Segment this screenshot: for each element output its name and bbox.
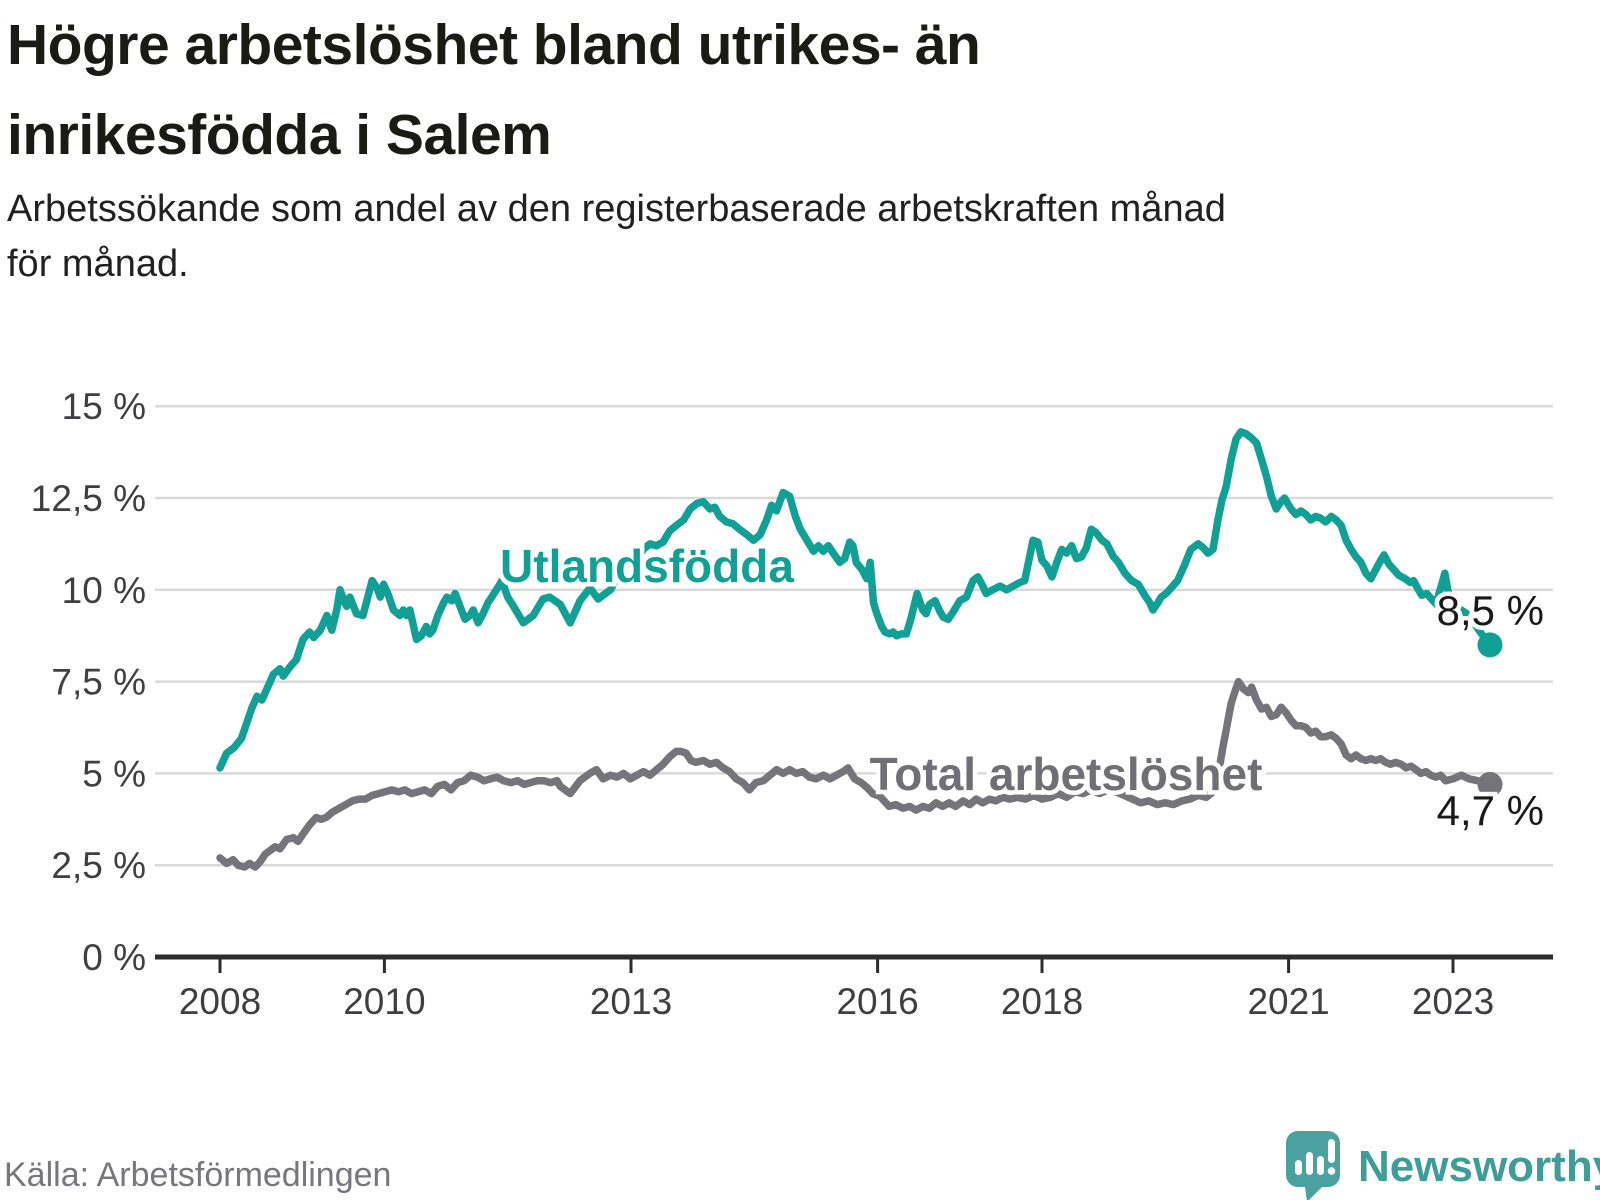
- x-tick-label: 2016: [836, 981, 918, 1022]
- x-tick-label: 2023: [1412, 981, 1494, 1022]
- page-title: Högre arbetslöshet bland utrikes- än inr…: [7, 13, 981, 167]
- x-tick-label: 2013: [590, 981, 672, 1022]
- y-tick-label: 10 %: [62, 570, 146, 611]
- x-tick-label: 2008: [179, 981, 261, 1022]
- newsworthy-wordmark: Newsworthy: [1358, 1142, 1600, 1191]
- axis-text-layer: 0 % 2,5 % 5 % 7,5 % 10 % 12,5 % 15 % 2008 2010 20…: [31, 386, 1494, 1022]
- grid-layer: [155, 404, 1553, 973]
- y-tick-label: 7,5 %: [51, 662, 146, 703]
- page-subtitle: Arbetssökande som andel av den registerb…: [7, 188, 1226, 285]
- series-label-foreign-born: Utlandsfödda: [500, 540, 794, 592]
- y-tick-label: 5 %: [82, 753, 146, 794]
- logo-bar-1: [1295, 1160, 1302, 1175]
- end-dot-foreign-born: [1477, 632, 1503, 658]
- end-value-label-foreign-born: 8,5 %: [1437, 587, 1544, 634]
- x-tick-label: 2018: [1001, 981, 1083, 1022]
- y-tick-label: 2,5 %: [51, 845, 146, 886]
- series-layer: [216, 428, 1503, 871]
- end-value-label-total: 4,7 %: [1437, 787, 1544, 834]
- newsworthy-logo: Newsworthy: [1286, 1131, 1600, 1200]
- y-tick-label: 0 %: [82, 937, 146, 978]
- x-tick-label: 2010: [343, 981, 425, 1022]
- logo-bar-2: [1306, 1152, 1313, 1175]
- series-line-total: [216, 677, 1494, 871]
- source-note: Källa: Arbetsförmedlingen: [4, 1156, 391, 1194]
- y-tick-label: 15 %: [62, 386, 146, 427]
- logo-bar-3: [1317, 1156, 1324, 1175]
- series-line-foreign-born: [216, 428, 1494, 772]
- logo-exclamation-bar: [1328, 1139, 1335, 1163]
- end-dot-total: [1477, 771, 1503, 797]
- y-tick-label: 12,5 %: [31, 478, 146, 519]
- logo-exclamation-dot: [1327, 1167, 1336, 1175]
- series-label-total: Total arbetslöshet: [870, 748, 1263, 800]
- newsworthy-logo-icon: [1286, 1131, 1340, 1200]
- x-tick-label: 2021: [1247, 981, 1329, 1022]
